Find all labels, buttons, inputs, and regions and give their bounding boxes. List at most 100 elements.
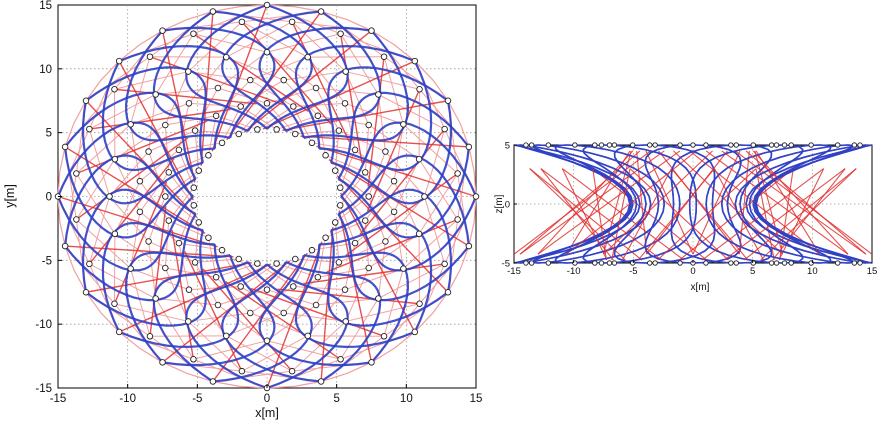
faint-strut [241, 335, 308, 372]
node [342, 68, 349, 75]
faint-strut [217, 289, 268, 306]
faint-strut [317, 267, 369, 278]
top-view-ticks: -15 -10 -5 0 5 10 15 -15 -10 -5 0 5 10 15 [35, 0, 482, 405]
cable [221, 10, 322, 132]
cable [337, 146, 470, 239]
node [195, 167, 203, 174]
node [185, 68, 192, 75]
strut [513, 150, 652, 255]
faint-strut [76, 123, 131, 174]
node [611, 142, 618, 148]
node [263, 1, 271, 9]
y-tick-label: 5 [46, 128, 52, 140]
strut [243, 30, 372, 133]
faint-strut [114, 71, 189, 90]
node [342, 318, 349, 325]
cable [56, 195, 194, 272]
node [421, 193, 428, 200]
node [152, 295, 159, 302]
faint-strut [139, 172, 170, 213]
faint-strut [344, 103, 356, 151]
faint-strut [383, 268, 404, 337]
node [175, 146, 183, 154]
node [263, 48, 271, 56]
node [361, 217, 369, 224]
cable [285, 10, 382, 133]
node [592, 260, 598, 266]
node [337, 356, 344, 363]
node [835, 142, 841, 148]
x-tick-label: -5 [192, 393, 202, 405]
faint-strut [315, 262, 340, 306]
faint-strut [187, 321, 243, 372]
faint-strut [241, 21, 308, 58]
faint-strut [354, 211, 395, 244]
node [768, 260, 775, 266]
cable [82, 188, 204, 293]
faint-strut [217, 87, 268, 104]
faint-strut [403, 123, 458, 174]
faint-strut [364, 180, 395, 221]
strut [89, 108, 231, 130]
node [247, 76, 254, 84]
node [768, 142, 775, 148]
faint-strut [164, 124, 170, 173]
cable [720, 144, 849, 264]
node [111, 230, 119, 238]
strut [193, 33, 309, 112]
node [235, 255, 242, 263]
cable [221, 261, 322, 383]
strut [118, 60, 194, 201]
faint-strut [75, 173, 116, 235]
node [308, 246, 316, 254]
strut [745, 150, 867, 255]
faint-strut [283, 276, 319, 314]
node [336, 202, 344, 209]
strut [779, 168, 794, 261]
cable [734, 144, 866, 264]
cable [603, 144, 698, 264]
cable [340, 195, 478, 272]
strut [65, 245, 234, 258]
cable [554, 144, 632, 264]
node [472, 193, 480, 200]
node [61, 242, 69, 250]
node [441, 125, 448, 133]
node [237, 103, 244, 110]
faint-strut [76, 219, 131, 270]
node [750, 260, 756, 266]
x-tick-label: 15 [470, 393, 483, 405]
node [209, 378, 217, 385]
node [304, 332, 312, 340]
node [331, 167, 339, 174]
node [529, 142, 535, 148]
cable [340, 121, 478, 198]
node [400, 121, 407, 128]
top-view-grid [58, 5, 476, 388]
faint-strut [75, 158, 116, 220]
faint-strut [291, 321, 347, 372]
cable [266, 3, 349, 130]
strut [367, 56, 385, 187]
strut [211, 4, 268, 152]
strut [320, 227, 334, 382]
faint-strut [139, 211, 180, 244]
node [380, 53, 388, 60]
node [322, 234, 329, 241]
x-tick-label: 5 [333, 393, 339, 405]
node [808, 142, 814, 148]
node [773, 260, 780, 266]
strut [345, 172, 459, 256]
strut [339, 33, 363, 164]
x-tick-label: 10 [807, 266, 818, 277]
node [214, 301, 222, 309]
strut [592, 168, 707, 261]
node [263, 286, 271, 293]
cable [152, 10, 249, 133]
strut [721, 150, 867, 255]
strut [338, 210, 373, 363]
x-tick-label: -10 [567, 266, 581, 277]
node [292, 255, 299, 263]
node [205, 152, 212, 159]
node [390, 208, 398, 216]
